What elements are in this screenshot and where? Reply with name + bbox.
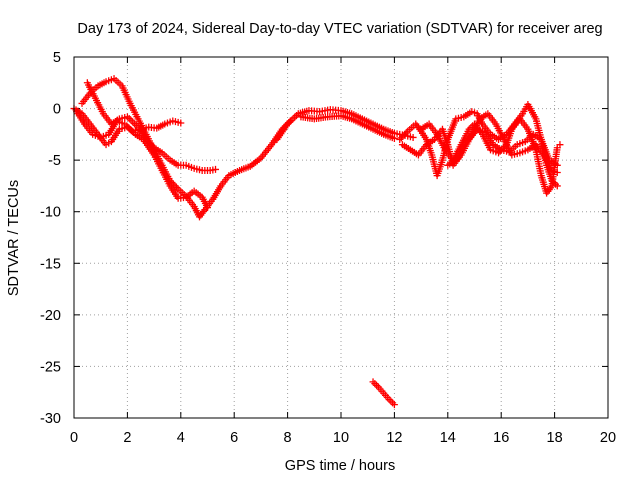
- data-point: [169, 180, 177, 188]
- series-track-5: [273, 106, 417, 144]
- x-tick-label: 8: [284, 430, 292, 446]
- data-point: [144, 137, 152, 145]
- data-point: [402, 129, 410, 137]
- data-point: [498, 146, 506, 154]
- x-tick-label: 12: [386, 430, 402, 446]
- data-point: [145, 139, 153, 147]
- series-track-3: [83, 79, 220, 174]
- y-tick-label: -10: [40, 205, 61, 221]
- data-point: [148, 142, 156, 150]
- x-tick-label: 18: [547, 430, 563, 446]
- data-series: [70, 75, 564, 409]
- y-tick-label: -25: [40, 359, 61, 375]
- data-point: [390, 401, 398, 409]
- series-track-4: [73, 108, 185, 141]
- data-point: [556, 141, 564, 149]
- data-point: [495, 149, 503, 157]
- plot-frame: [73, 56, 609, 419]
- x-tick-label: 10: [333, 430, 349, 446]
- y-tick-label: 5: [53, 50, 61, 66]
- data-point: [168, 178, 176, 186]
- data-point: [553, 169, 561, 177]
- data-point: [177, 119, 185, 127]
- x-tick-label: 0: [70, 430, 78, 446]
- data-point: [496, 147, 504, 155]
- x-tick-labels: 0 2 4 6 8 10 12 14 16 18 20: [70, 430, 616, 446]
- data-point: [396, 136, 404, 144]
- data-point: [166, 177, 174, 185]
- y-tick-label: 0: [53, 102, 61, 118]
- series-track-7: [369, 378, 398, 409]
- data-point: [142, 136, 150, 144]
- x-tick-label: 14: [440, 430, 456, 446]
- data-point: [409, 133, 417, 141]
- chart-title: Day 173 of 2024, Sidereal Day-to-day VTE…: [77, 21, 602, 37]
- y-tick-label: -20: [40, 308, 61, 324]
- data-point: [399, 132, 407, 140]
- x-tick-label: 2: [123, 430, 131, 446]
- series-track-11: [444, 110, 561, 177]
- y-axis-label: SDTVAR / TECUs: [6, 180, 22, 296]
- data-point: [147, 140, 155, 148]
- x-tick-label: 20: [600, 430, 616, 446]
- x-tick-label: 16: [493, 430, 509, 446]
- x-tick-label: 6: [230, 430, 238, 446]
- y-tick-labels: 5 0 -5 -10 -15 -20 -25 -30: [40, 50, 61, 427]
- data-point: [212, 165, 220, 173]
- x-axis-label: GPS time / hours: [285, 458, 395, 474]
- grid-lines: [74, 57, 608, 418]
- y-tick-label: -30: [40, 411, 61, 427]
- data-point: [401, 131, 409, 139]
- data-point: [397, 134, 405, 142]
- series-track-6: [297, 112, 398, 142]
- data-point: [390, 134, 398, 142]
- data-point: [173, 183, 181, 191]
- y-tick-label: -5: [48, 153, 61, 169]
- data-point: [171, 182, 179, 190]
- x-tick-label: 4: [177, 430, 185, 446]
- y-tick-label: -15: [40, 256, 61, 272]
